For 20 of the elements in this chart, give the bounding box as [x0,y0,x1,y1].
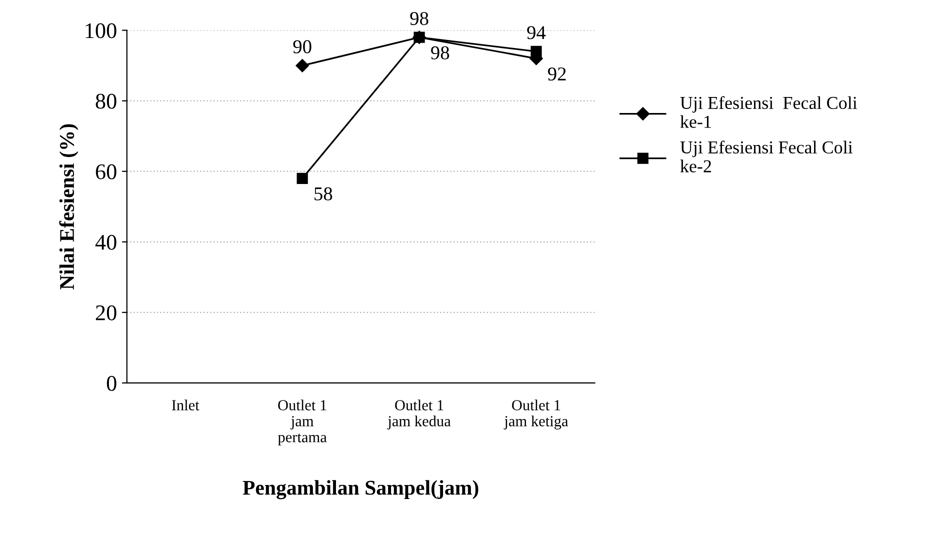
data-label: 98 [431,46,450,60]
y-tick-label: 80 [96,94,116,109]
y-tick-label: 20 [96,305,116,320]
y-tick-label: 100 [86,23,116,38]
y-tick-label: 0 [106,376,116,391]
y-tick-label: 60 [96,164,116,180]
x-tick-label: Outlet 1 jam kedua [387,400,451,430]
x-tick-label: Inlet [172,400,200,410]
x-tick-label: Outlet 1 jam pertama [278,400,327,446]
y-tick-label: 40 [95,234,116,250]
x-tick-label: Outlet 1 jam ketiga [504,400,568,430]
x-axis-title: Pengambilan Sampel(jam) [242,480,478,500]
data-label: 90 [293,40,312,54]
data-label: 94 [527,26,546,40]
data-label: 58 [314,187,332,200]
data-label: 98 [410,12,428,26]
y-axis-title: Nilai Efesiensi (%) [59,124,78,290]
legend-label: Uji Efesiensi Fecal Coli ke-1 [680,96,858,128]
data-label: 92 [548,67,566,81]
legend-label: Uji Efesiensi Fecal Coli ke-2 [680,140,853,172]
